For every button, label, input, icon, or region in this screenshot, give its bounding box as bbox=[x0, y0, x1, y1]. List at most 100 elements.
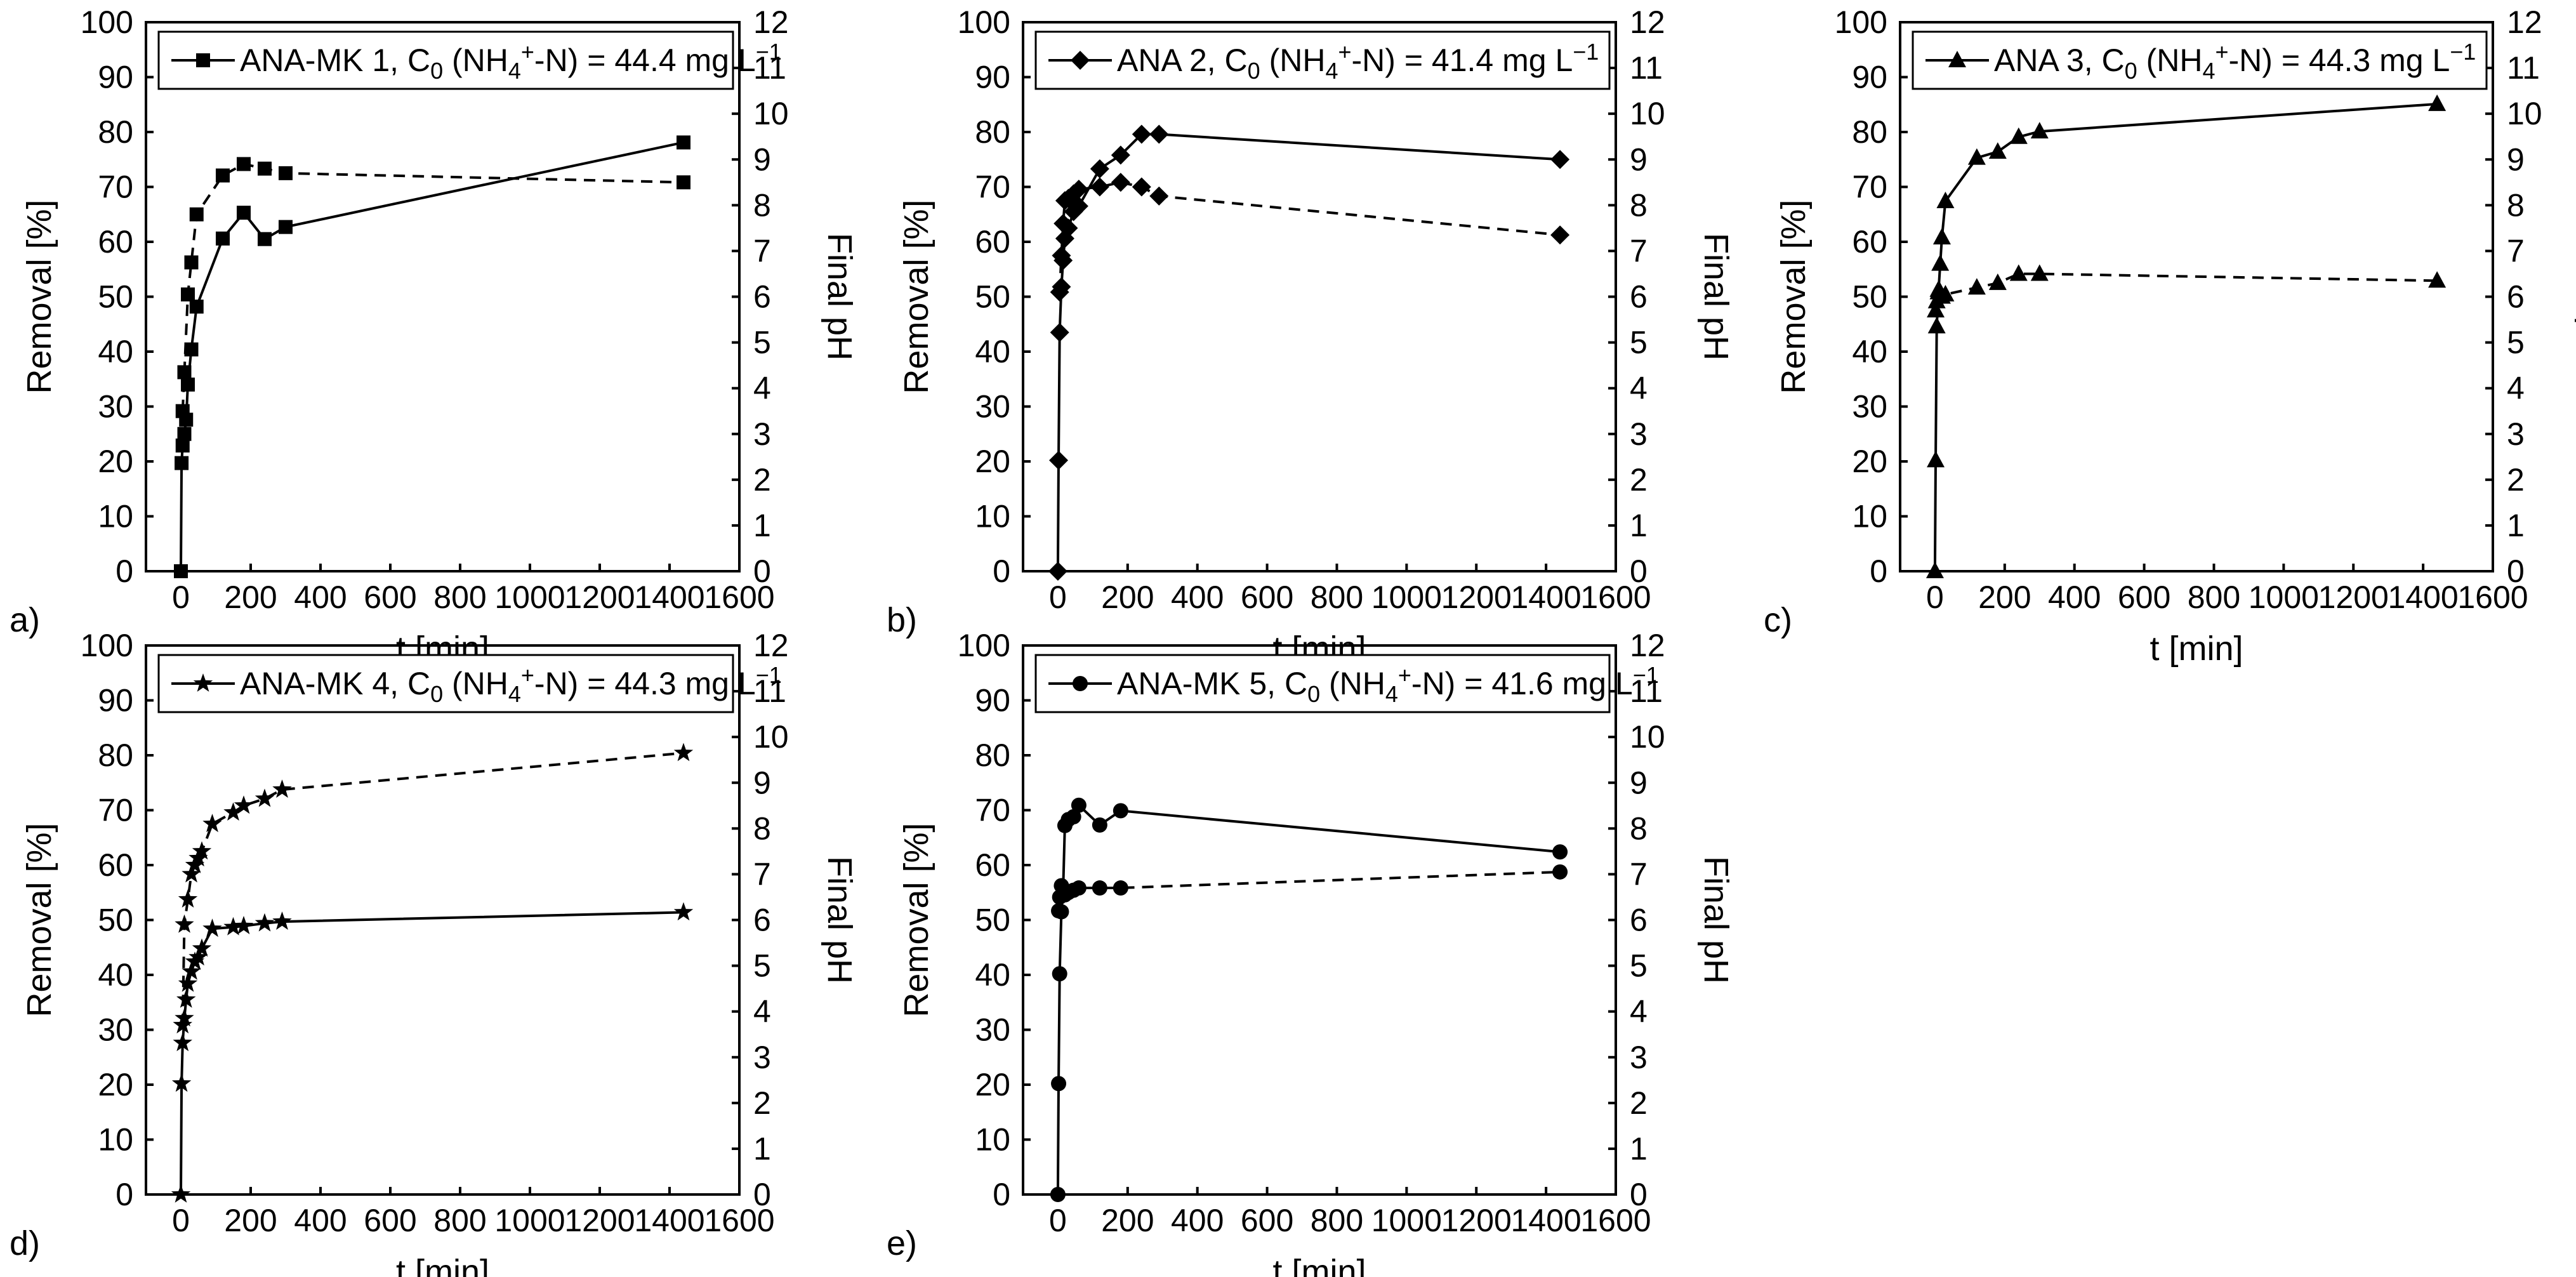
y2-tick-label: 12 bbox=[1630, 4, 1665, 40]
x-tick-label: 0 bbox=[1049, 1203, 1067, 1238]
y2-tick-label: 0 bbox=[753, 553, 771, 589]
y2-tick-label: 9 bbox=[1630, 765, 1648, 800]
y-axis-title: Removal [%] bbox=[20, 823, 58, 1017]
data-point bbox=[1092, 817, 1107, 833]
plot-frame bbox=[1899, 21, 2494, 572]
data-point bbox=[181, 287, 195, 301]
x-tick-label: 1200 bbox=[564, 1203, 635, 1238]
y2-tick-label: 4 bbox=[2507, 371, 2525, 406]
legend-series-name: ANA 3, C bbox=[1994, 43, 2125, 78]
y-tick-label: 90 bbox=[975, 60, 1010, 95]
x-tick-label: 1200 bbox=[564, 579, 635, 615]
y-tick-label: 0 bbox=[993, 1177, 1010, 1212]
series-line bbox=[180, 911, 684, 1195]
legend-box bbox=[1912, 30, 2488, 90]
y2-tick-label: 8 bbox=[1630, 811, 1648, 846]
legend-species: -N) bbox=[2229, 43, 2273, 78]
data-point bbox=[175, 914, 194, 933]
data-point bbox=[1932, 228, 1951, 245]
y-tick-label: 60 bbox=[98, 847, 133, 883]
x-tick-label: 0 bbox=[1926, 579, 1944, 615]
data-point bbox=[177, 427, 192, 441]
y2-tick-label: 6 bbox=[753, 903, 771, 938]
x-tick-label: 1200 bbox=[1441, 1203, 1512, 1238]
y-tick-label: 30 bbox=[98, 1012, 133, 1048]
y2-tick-label: 12 bbox=[753, 4, 789, 40]
y2-tick-label: 3 bbox=[753, 416, 771, 452]
legend-subscript: 0 bbox=[430, 58, 443, 84]
legend-concentration: = 41.4 mg L bbox=[1396, 43, 1573, 78]
y2-tick-label: 9 bbox=[753, 142, 771, 177]
data-point bbox=[1936, 284, 1955, 301]
y-tick-label: 70 bbox=[975, 169, 1010, 205]
y2-tick-label: 1 bbox=[2507, 508, 2525, 543]
legend-label: ANA 3, C0 (NH4+-N) = 44.3 mg L−1 bbox=[1994, 39, 2476, 84]
x-tick-label: 800 bbox=[433, 579, 486, 615]
y2-tick-label: 6 bbox=[1630, 279, 1648, 315]
x-tick-label: 800 bbox=[433, 1203, 486, 1238]
y-tick-label: 60 bbox=[1852, 224, 1887, 260]
data-point bbox=[173, 1015, 192, 1034]
legend-subscript: 4 bbox=[1325, 58, 1338, 84]
y-tick-label: 90 bbox=[98, 683, 133, 718]
y2-tick-label: 5 bbox=[1630, 948, 1648, 984]
data-point bbox=[192, 841, 212, 860]
data-point bbox=[184, 255, 199, 270]
legend-label: ANA-MK 5, C0 (NH4+-N) = 41.6 mg L−1 bbox=[1117, 662, 1659, 707]
y-tick-label: 30 bbox=[975, 1012, 1010, 1048]
legend-concentration: = 44.3 mg L bbox=[2273, 43, 2450, 78]
y-tick-label: 40 bbox=[975, 957, 1010, 993]
data-point bbox=[673, 743, 694, 762]
plot-frame bbox=[1022, 21, 1617, 572]
data-point bbox=[171, 1073, 192, 1092]
legend-superscript: −1 bbox=[2450, 39, 2476, 65]
data-point bbox=[216, 168, 230, 183]
y2-tick-label: 1 bbox=[753, 508, 771, 543]
legend-label: ANA-MK 1, C0 (NH4+-N) = 44.4 mg L−1 bbox=[240, 39, 782, 84]
x-tick-label: 1400 bbox=[1511, 1203, 1582, 1238]
data-point bbox=[1111, 145, 1130, 165]
legend-species: -N) bbox=[1352, 43, 1396, 78]
x-tick-label: 0 bbox=[1049, 579, 1067, 615]
y2-tick-label: 12 bbox=[753, 628, 789, 663]
y2-tick-label: 1 bbox=[753, 1131, 771, 1167]
series-removal bbox=[1925, 94, 2447, 578]
data-point bbox=[1066, 809, 1081, 824]
y2-tick-label: 6 bbox=[1630, 903, 1648, 938]
data-point bbox=[673, 902, 694, 921]
y-tick-label: 60 bbox=[975, 847, 1010, 883]
legend-series-name: ANA 2, C bbox=[1117, 43, 1248, 78]
data-point bbox=[1967, 278, 1986, 295]
y2-tick-label: 7 bbox=[1630, 856, 1648, 892]
x-tick-label: 600 bbox=[364, 579, 416, 615]
y-tick-label: 10 bbox=[975, 499, 1010, 534]
data-point bbox=[272, 911, 292, 930]
y-tick-label: 100 bbox=[81, 628, 133, 663]
y-tick-label: 90 bbox=[1852, 60, 1887, 95]
y-tick-label: 80 bbox=[975, 114, 1010, 150]
data-point bbox=[1927, 451, 1945, 468]
y2-tick-label: 10 bbox=[1630, 96, 1665, 131]
y2-tick-label: 4 bbox=[1630, 371, 1648, 406]
legend-species: (NH bbox=[443, 43, 508, 78]
legend-superscript: + bbox=[1338, 39, 1351, 65]
y-tick-label: 20 bbox=[98, 1067, 133, 1102]
legend-marker bbox=[1071, 51, 1090, 70]
y-tick-label: 20 bbox=[975, 1067, 1010, 1102]
series-line bbox=[1058, 181, 1561, 293]
y-tick-label: 100 bbox=[1835, 4, 1887, 40]
y-axis-title: Removal [%] bbox=[20, 199, 58, 394]
x-tick-label: 1000 bbox=[1371, 1203, 1442, 1238]
x-tick-label: 800 bbox=[1311, 579, 1363, 615]
legend-label: ANA-MK 4, C0 (NH4+-N) = 44.3 mg L−1 bbox=[240, 662, 782, 707]
panel-label: b) bbox=[887, 601, 917, 639]
y-tick-label: 10 bbox=[1852, 499, 1887, 534]
data-point bbox=[1550, 225, 1570, 245]
data-point bbox=[1550, 150, 1570, 169]
data-point bbox=[1048, 562, 1067, 581]
y-tick-label: 50 bbox=[98, 279, 133, 315]
y-tick-label: 70 bbox=[98, 793, 133, 828]
y2-tick-label: 5 bbox=[753, 325, 771, 361]
y2-axis-title: Final pH bbox=[1697, 856, 1735, 984]
legend-label: ANA 2, C0 (NH4+-N) = 41.4 mg L−1 bbox=[1117, 39, 1599, 84]
